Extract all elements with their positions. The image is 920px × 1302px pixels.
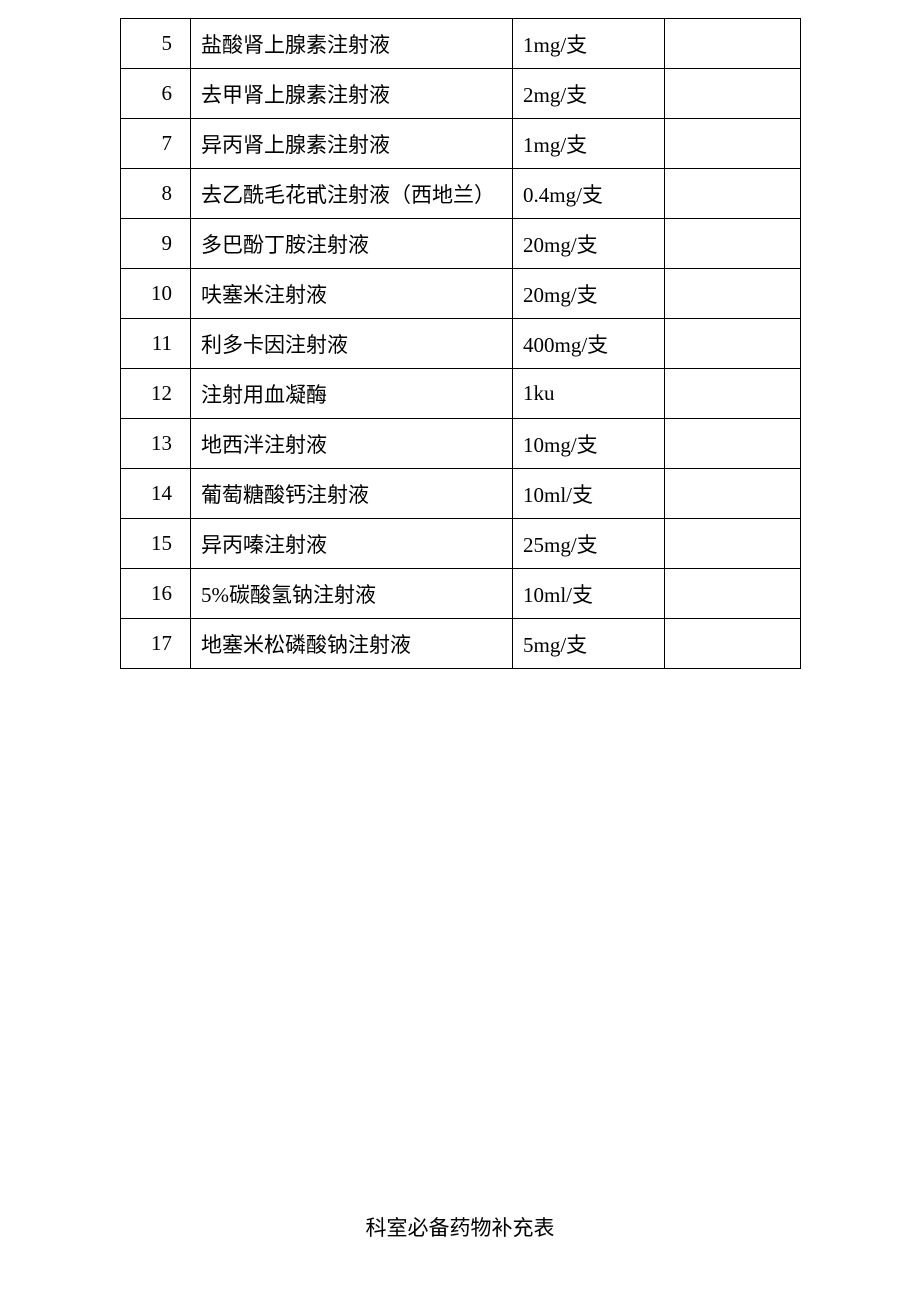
footer-title: 科室必备药物补充表 xyxy=(0,1212,920,1242)
table-row: 9多巴酚丁胺注射液20mg/支 xyxy=(121,219,801,269)
cell-name: 利多卡因注射液 xyxy=(191,319,513,369)
page-container: 5盐酸肾上腺素注射液1mg/支6去甲肾上腺素注射液2mg/支7异丙肾上腺素注射液… xyxy=(0,0,920,669)
cell-number: 7 xyxy=(121,119,191,169)
cell-number: 17 xyxy=(121,619,191,669)
cell-number: 10 xyxy=(121,269,191,319)
cell-spec: 10ml/支 xyxy=(513,469,665,519)
cell-blank xyxy=(665,69,801,119)
cell-blank xyxy=(665,319,801,369)
cell-name: 地塞米松磷酸钠注射液 xyxy=(191,619,513,669)
table-row: 15异丙嗪注射液25mg/支 xyxy=(121,519,801,569)
table-row: 17地塞米松磷酸钠注射液5mg/支 xyxy=(121,619,801,669)
cell-spec: 20mg/支 xyxy=(513,219,665,269)
medication-table: 5盐酸肾上腺素注射液1mg/支6去甲肾上腺素注射液2mg/支7异丙肾上腺素注射液… xyxy=(120,18,801,669)
cell-name: 地西泮注射液 xyxy=(191,419,513,469)
table-row: 10呋塞米注射液20mg/支 xyxy=(121,269,801,319)
cell-blank xyxy=(665,469,801,519)
cell-spec: 10ml/支 xyxy=(513,569,665,619)
table-row: 14葡萄糖酸钙注射液10ml/支 xyxy=(121,469,801,519)
cell-blank xyxy=(665,619,801,669)
cell-number: 9 xyxy=(121,219,191,269)
cell-number: 14 xyxy=(121,469,191,519)
cell-spec: 1ku xyxy=(513,369,665,419)
cell-number: 16 xyxy=(121,569,191,619)
cell-name: 注射用血凝酶 xyxy=(191,369,513,419)
cell-name: 5%碳酸氢钠注射液 xyxy=(191,569,513,619)
cell-spec: 25mg/支 xyxy=(513,519,665,569)
cell-name: 盐酸肾上腺素注射液 xyxy=(191,19,513,69)
table-row: 5盐酸肾上腺素注射液1mg/支 xyxy=(121,19,801,69)
table-row: 8去乙酰毛花甙注射液（西地兰）0.4mg/支 xyxy=(121,169,801,219)
cell-blank xyxy=(665,419,801,469)
cell-spec: 2mg/支 xyxy=(513,69,665,119)
cell-spec: 5mg/支 xyxy=(513,619,665,669)
table-row: 7异丙肾上腺素注射液1mg/支 xyxy=(121,119,801,169)
cell-number: 11 xyxy=(121,319,191,369)
cell-number: 5 xyxy=(121,19,191,69)
table-row: 6去甲肾上腺素注射液2mg/支 xyxy=(121,69,801,119)
medication-table-body: 5盐酸肾上腺素注射液1mg/支6去甲肾上腺素注射液2mg/支7异丙肾上腺素注射液… xyxy=(121,19,801,669)
table-row: 165%碳酸氢钠注射液10ml/支 xyxy=(121,569,801,619)
cell-blank xyxy=(665,269,801,319)
cell-number: 15 xyxy=(121,519,191,569)
cell-blank xyxy=(665,519,801,569)
cell-name: 去乙酰毛花甙注射液（西地兰） xyxy=(191,169,513,219)
cell-blank xyxy=(665,569,801,619)
cell-name: 去甲肾上腺素注射液 xyxy=(191,69,513,119)
table-row: 13地西泮注射液10mg/支 xyxy=(121,419,801,469)
cell-number: 8 xyxy=(121,169,191,219)
cell-spec: 0.4mg/支 xyxy=(513,169,665,219)
cell-spec: 400mg/支 xyxy=(513,319,665,369)
cell-number: 6 xyxy=(121,69,191,119)
cell-spec: 1mg/支 xyxy=(513,19,665,69)
cell-name: 多巴酚丁胺注射液 xyxy=(191,219,513,269)
cell-spec: 20mg/支 xyxy=(513,269,665,319)
table-row: 12注射用血凝酶1ku xyxy=(121,369,801,419)
cell-number: 12 xyxy=(121,369,191,419)
cell-name: 异丙肾上腺素注射液 xyxy=(191,119,513,169)
table-row: 11利多卡因注射液400mg/支 xyxy=(121,319,801,369)
cell-blank xyxy=(665,169,801,219)
cell-spec: 10mg/支 xyxy=(513,419,665,469)
cell-blank xyxy=(665,219,801,269)
cell-name: 呋塞米注射液 xyxy=(191,269,513,319)
cell-blank xyxy=(665,119,801,169)
cell-name: 葡萄糖酸钙注射液 xyxy=(191,469,513,519)
cell-blank xyxy=(665,369,801,419)
cell-name: 异丙嗪注射液 xyxy=(191,519,513,569)
cell-spec: 1mg/支 xyxy=(513,119,665,169)
cell-blank xyxy=(665,19,801,69)
cell-number: 13 xyxy=(121,419,191,469)
